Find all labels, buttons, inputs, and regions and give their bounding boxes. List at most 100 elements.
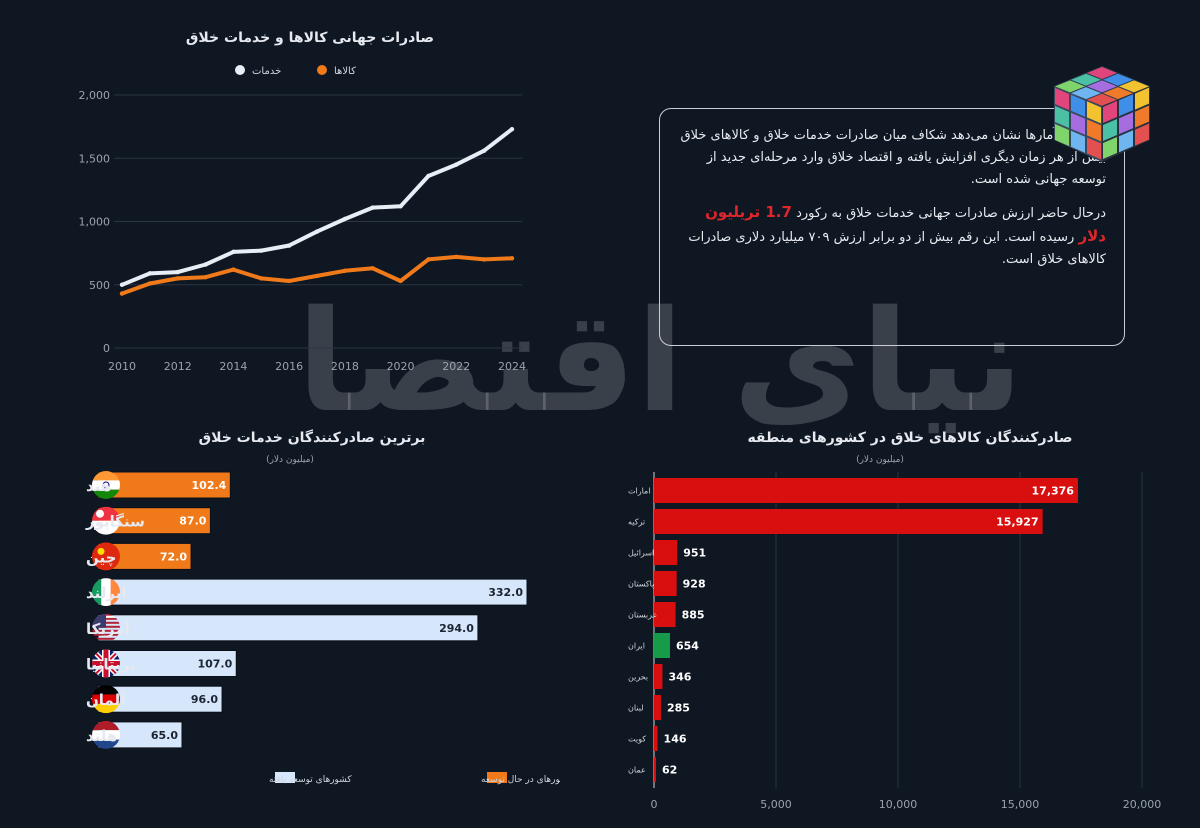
legend-label-1: خدمات (252, 66, 281, 77)
bar-value-label: 285 (667, 702, 690, 715)
cube-sticker (1055, 80, 1085, 93)
bar-goods (654, 664, 663, 689)
uk-flag-icon (92, 649, 120, 678)
legend-label-2: کشورهای توسعه یافته (269, 775, 352, 785)
category-label: چین (86, 548, 116, 567)
cube-sticker (1103, 73, 1133, 86)
bar-value-label: 654 (676, 640, 699, 653)
line-chart: صادرات جهانی کالاها و خدمات خلاق خدمات کال… (79, 30, 527, 373)
bar-value-label: 107.0 (197, 658, 232, 671)
goods-bar-chart: صادرکنندگان کالاهای خلاق در کشورهای منطق… (628, 429, 1162, 811)
bar-value-label: 294.0 (439, 622, 474, 635)
series-2-point (231, 267, 236, 272)
series-1-point (509, 126, 515, 132)
bar-value-label: 951 (683, 547, 706, 560)
singapore-flag-icon (92, 506, 120, 535)
info-paragraph-2: درحال حاضر ارزش صادرات جهانی خدمات خلاق … (678, 201, 1106, 271)
series-2-point (370, 266, 375, 271)
ireland-flag-icon (92, 578, 120, 607)
cube-sticker (1119, 94, 1133, 117)
cube-sticker (1135, 105, 1149, 128)
x-tick-label: 20,000 (1123, 798, 1162, 811)
x-tick-label: 2012 (164, 360, 192, 373)
bar-goods (654, 478, 1078, 503)
legend-swatch-1 (487, 772, 507, 783)
cube-sticker (1087, 137, 1101, 160)
category-label: هند (86, 477, 111, 495)
cube-sticker (1135, 123, 1149, 146)
series-2-point (203, 274, 208, 280)
category-label: هلند (86, 727, 117, 745)
series-2-point (286, 278, 292, 284)
cube-sticker (1055, 106, 1069, 128)
bar-value-label: 15,927 (996, 516, 1038, 529)
x-tick-label: 2014 (219, 360, 247, 373)
series-2-point (342, 268, 348, 274)
goods-chart-title: صادرکنندگان کالاهای خلاق در کشورهای منطق… (747, 429, 1072, 446)
series-1-point (259, 248, 264, 253)
series-1-point (231, 249, 236, 255)
series-1-point (314, 229, 320, 234)
bar-goods (654, 726, 658, 751)
bar-value-label: 87.0 (179, 515, 206, 528)
series-1-point (342, 216, 348, 222)
usa-flag-icon (92, 613, 120, 640)
cube-sticker (1135, 87, 1149, 110)
category-label: لبنان (628, 704, 644, 713)
x-tick-label: 2010 (108, 360, 136, 373)
series-1-point (175, 269, 180, 275)
series-2-point (119, 291, 125, 296)
y-tick-label: 500 (89, 279, 110, 292)
line-chart-title: صادرات جهانی کالاها و خدمات خلاق (186, 30, 434, 46)
bar-goods (654, 540, 678, 565)
bar-value-label: 928 (683, 578, 706, 591)
cube-sticker (1055, 88, 1069, 110)
services-bar-chart: برترین صادرکنندگان خدمات خلاق (میلیون دلا… (85, 429, 560, 785)
bar-value-label: 346 (668, 671, 691, 684)
category-label: آلمان (86, 691, 126, 709)
bar-value-label: 885 (682, 609, 705, 622)
series-1-point (370, 205, 375, 210)
legend-label-2: کالاها (334, 66, 356, 77)
series-1-point (119, 282, 125, 287)
category-label: اسرائیل (628, 549, 654, 558)
category-label: امارات (628, 487, 651, 496)
x-tick-label: 2018 (331, 360, 359, 373)
legend-label-1: کشورهای در حال توسعه (481, 775, 560, 785)
info-paragraph-2-end: رسیده است. این رقم بیش از دو برابر ارزش … (688, 230, 1106, 267)
china-flag-icon (92, 542, 120, 571)
y-tick-label: 0 (103, 342, 110, 355)
x-tick-label: 15,000 (1001, 798, 1040, 811)
category-label: بحرین (628, 673, 648, 682)
netherlands-flag-icon (92, 720, 120, 749)
y-tick-label: 1,000 (79, 216, 111, 229)
bar-usa (97, 614, 479, 642)
series-1-point (286, 243, 292, 248)
info-paragraph-1: تازه‌ترین آمارها نشان می‌دهد شکاف میان ص… (680, 128, 1106, 187)
bar-ireland (97, 578, 528, 606)
series-line-1 (120, 127, 514, 287)
series-1-point (398, 204, 403, 209)
x-tick-label: 10,000 (879, 798, 918, 811)
category-label: ایرلند (86, 584, 127, 602)
series-1-point (481, 148, 487, 153)
cube-sticker (1119, 130, 1133, 153)
bar-goods (654, 633, 670, 658)
info-highlight: 1.7 تریلیون دلار (705, 203, 1106, 245)
x-tick-label: 2024 (498, 360, 526, 373)
series-2-point (147, 281, 153, 286)
cube-sticker (1103, 87, 1133, 100)
goods-chart-subtitle: (میلیون دلار) (856, 455, 904, 465)
bar-india (97, 471, 231, 499)
legend-marker-2 (317, 65, 327, 75)
bar-goods (654, 757, 656, 782)
x-tick-label: 2020 (387, 360, 415, 373)
series-1-point (426, 173, 431, 179)
series-2-point (314, 273, 320, 279)
rubiks-cube-illustration (1054, 66, 1150, 162)
category-label: پاکستان (628, 580, 654, 589)
bar-value-label: 146 (664, 733, 687, 746)
y-tick-label: 2,000 (79, 89, 111, 102)
cube-sticker (1071, 130, 1085, 153)
category-label: ترکیه (628, 518, 645, 527)
